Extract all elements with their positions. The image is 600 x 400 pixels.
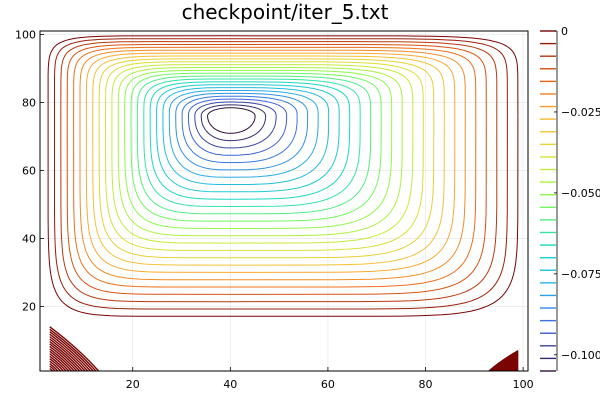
y-tick-label: 60: [22, 164, 36, 177]
corner-eddy-line: [49, 360, 62, 372]
contour-line: [54, 38, 508, 310]
corner-eddy-line: [49, 338, 86, 372]
x-tick-label: 60: [321, 378, 335, 391]
corner-eddy-line: [49, 353, 70, 372]
corner-eddy-line: [49, 345, 78, 372]
x-tick-label: 100: [513, 378, 534, 391]
contour-line: [194, 101, 277, 149]
colorbar-tick-label: −0.025: [561, 106, 600, 119]
x-tick-label: 20: [126, 378, 140, 391]
corner-eddy-line: [49, 326, 100, 372]
contour-line: [207, 107, 256, 134]
colorbar-ticks: 0 −0.025 −0.050 −0.075 −0.100: [554, 25, 600, 362]
colorbar: [540, 30, 558, 372]
contour-line: [130, 72, 382, 222]
colorbar-tick-label: −0.050: [561, 187, 600, 200]
corner-eddy-line: [503, 360, 519, 372]
corner-eddy-line: [49, 355, 67, 372]
contour-line: [124, 69, 393, 230]
contour-line: [92, 55, 445, 266]
corner-eddy-line: [49, 333, 91, 372]
corner-eddy-line: [49, 343, 81, 372]
x-tick-label: 80: [419, 378, 433, 391]
corner-eddy-line: [49, 328, 97, 372]
contour-line: [156, 84, 340, 193]
contour-line: [73, 46, 477, 288]
corner-eddy-line: [49, 331, 94, 372]
contour-line: [188, 98, 288, 156]
contour-line: [143, 78, 361, 208]
corner-eddy-line: [49, 348, 75, 372]
y-axis-ticks: 20 40 60 80 100: [15, 28, 44, 313]
y-tick-label: 100: [15, 28, 36, 41]
corner-eddy-line: [490, 351, 519, 372]
contour-line: [149, 81, 351, 200]
corner-eddy-line: [504, 361, 519, 372]
corner-eddy-line: [495, 354, 519, 372]
contour-line: [200, 104, 267, 142]
corner-eddy-line: [49, 340, 83, 372]
contour-line: [162, 87, 330, 185]
corner-eddy-line: [501, 359, 519, 372]
colorbar-tick-label: 0: [561, 25, 568, 38]
contour-line: [168, 90, 319, 178]
y-tick-label: 40: [22, 232, 36, 245]
contour-line: [175, 92, 309, 171]
chart-title: checkpoint/iter_5.txt: [182, 0, 389, 24]
corner-eddy-line: [49, 350, 72, 372]
contour-line: [98, 58, 435, 259]
corner-eddy-line: [488, 349, 519, 372]
corner-eddy-line: [49, 336, 89, 372]
corner-eddy-line: [496, 355, 519, 372]
contour-line: [136, 75, 372, 215]
x-axis-ticks: 20 40 60 80 100: [126, 367, 534, 391]
contour-line: [111, 64, 414, 244]
corner-eddy-line: [508, 363, 519, 372]
contour-line: [60, 41, 498, 303]
contour-line: [104, 61, 424, 251]
contour-line: [117, 67, 403, 237]
corner-eddy-line: [499, 357, 519, 372]
corner-eddy-line: [491, 352, 519, 372]
corner-eddies: [49, 326, 519, 372]
x-tick-label: 40: [223, 378, 237, 391]
contour-line: [85, 52, 456, 273]
contour-lines: [47, 35, 519, 317]
contour-line: [181, 95, 298, 164]
contour-line: [79, 49, 466, 281]
colorbar-tick-label: −0.075: [561, 268, 600, 281]
y-tick-label: 80: [22, 96, 36, 109]
corner-eddy-line: [49, 358, 64, 372]
y-tick-label: 20: [22, 300, 36, 313]
plot-area-frame: [39, 30, 529, 372]
corner-eddy-line: [49, 363, 59, 372]
corner-eddy-line: [498, 356, 519, 372]
contour-line: [66, 44, 487, 295]
corner-eddy-line: [493, 353, 519, 372]
contour-line: [47, 35, 519, 317]
corner-eddy-line: [506, 362, 519, 372]
colorbar-tick-label: −0.100: [561, 349, 600, 362]
